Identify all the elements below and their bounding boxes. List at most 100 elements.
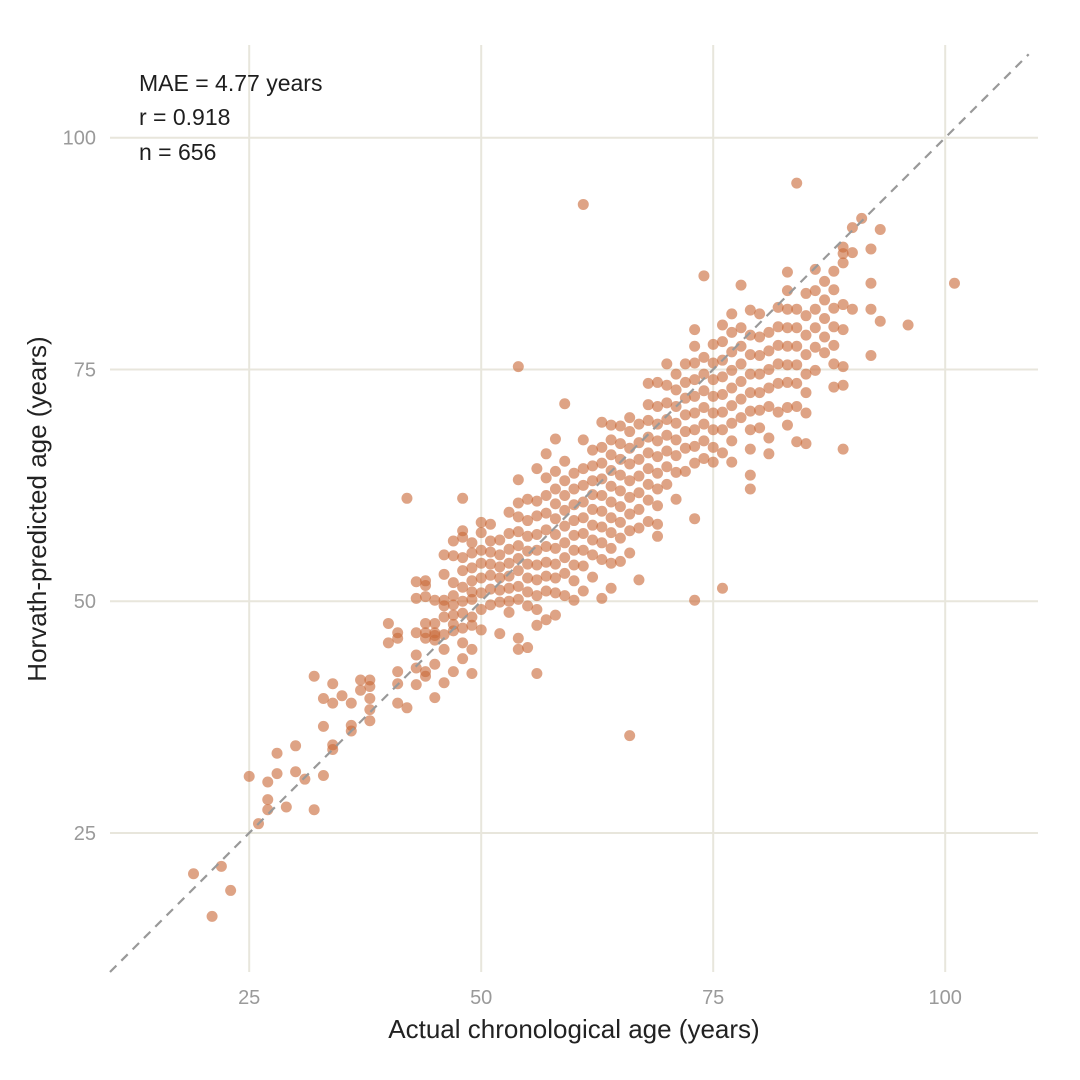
data-point	[744, 368, 756, 380]
data-point	[781, 419, 793, 431]
data-point	[559, 552, 571, 564]
data-point	[781, 376, 793, 388]
data-point	[188, 868, 200, 880]
data-point	[587, 475, 599, 487]
data-point	[587, 503, 599, 515]
data-point	[438, 594, 450, 606]
data-point	[716, 388, 728, 400]
data-point	[661, 414, 673, 426]
data-point	[596, 521, 608, 533]
data-point	[559, 475, 571, 487]
data-point	[679, 409, 691, 421]
data-point	[568, 529, 580, 541]
data-point	[781, 322, 793, 334]
data-point	[466, 537, 478, 549]
data-point	[596, 490, 608, 502]
data-point	[540, 556, 552, 568]
data-point	[846, 303, 858, 315]
data-point	[652, 467, 664, 479]
data-point	[438, 549, 450, 561]
data-point	[215, 860, 227, 872]
data-point	[494, 549, 506, 561]
data-point	[837, 299, 849, 311]
data-point	[781, 266, 793, 278]
data-point	[392, 666, 404, 678]
data-point	[290, 766, 302, 778]
data-point	[698, 351, 710, 363]
y-axis-title: Horvath-predicted age (years)	[22, 336, 52, 681]
data-point	[447, 609, 459, 621]
data-point	[466, 668, 478, 680]
data-point	[633, 522, 645, 534]
data-point	[531, 559, 543, 571]
data-point	[735, 322, 747, 334]
data-point	[577, 528, 589, 540]
data-point	[614, 532, 626, 544]
data-point	[540, 585, 552, 597]
data-point	[726, 435, 738, 447]
data-point	[865, 277, 877, 289]
data-point	[791, 436, 803, 448]
data-point	[679, 426, 691, 438]
data-point	[772, 339, 784, 351]
data-point	[503, 557, 515, 569]
data-point	[614, 469, 626, 481]
data-point	[466, 575, 478, 587]
data-point	[781, 359, 793, 371]
data-point	[475, 516, 487, 528]
data-point	[336, 690, 348, 702]
data-point	[522, 530, 534, 542]
data-point	[540, 448, 552, 460]
data-point	[522, 642, 534, 654]
data-point	[512, 593, 524, 605]
data-point	[716, 424, 728, 436]
data-point	[661, 379, 673, 391]
data-point	[429, 617, 441, 629]
data-point	[652, 435, 664, 447]
data-point	[503, 506, 515, 518]
y-tick-label: 50	[74, 591, 96, 613]
data-point	[457, 552, 469, 564]
data-point	[670, 493, 682, 505]
data-point	[280, 801, 292, 813]
data-point	[568, 515, 580, 527]
data-point	[744, 329, 756, 341]
data-point	[605, 496, 617, 508]
data-point	[661, 358, 673, 370]
data-point	[763, 401, 775, 413]
data-point	[624, 412, 636, 424]
data-point	[512, 526, 524, 538]
data-point	[484, 558, 496, 570]
data-point	[457, 637, 469, 649]
data-point	[494, 596, 506, 608]
data-point	[754, 368, 766, 380]
data-point	[475, 557, 487, 569]
data-point	[652, 530, 664, 542]
data-point	[670, 466, 682, 478]
data-point	[540, 524, 552, 536]
data-point	[809, 303, 821, 315]
data-point	[716, 336, 728, 348]
data-point	[308, 670, 320, 682]
data-point	[243, 770, 255, 782]
data-point	[809, 322, 821, 334]
data-point	[828, 358, 840, 370]
data-point	[735, 279, 747, 291]
data-point	[633, 487, 645, 499]
data-point	[689, 407, 701, 419]
data-point	[679, 442, 691, 454]
data-point	[791, 340, 803, 352]
data-point	[355, 674, 367, 686]
data-point	[503, 570, 515, 582]
data-point	[707, 390, 719, 402]
data-point	[744, 469, 756, 481]
data-point	[642, 414, 654, 426]
data-point	[494, 534, 506, 546]
data-point	[568, 559, 580, 571]
data-point	[679, 376, 691, 388]
data-point	[475, 527, 487, 539]
data-point	[689, 424, 701, 436]
data-point	[420, 575, 432, 587]
data-point	[633, 470, 645, 482]
data-point	[670, 368, 682, 380]
